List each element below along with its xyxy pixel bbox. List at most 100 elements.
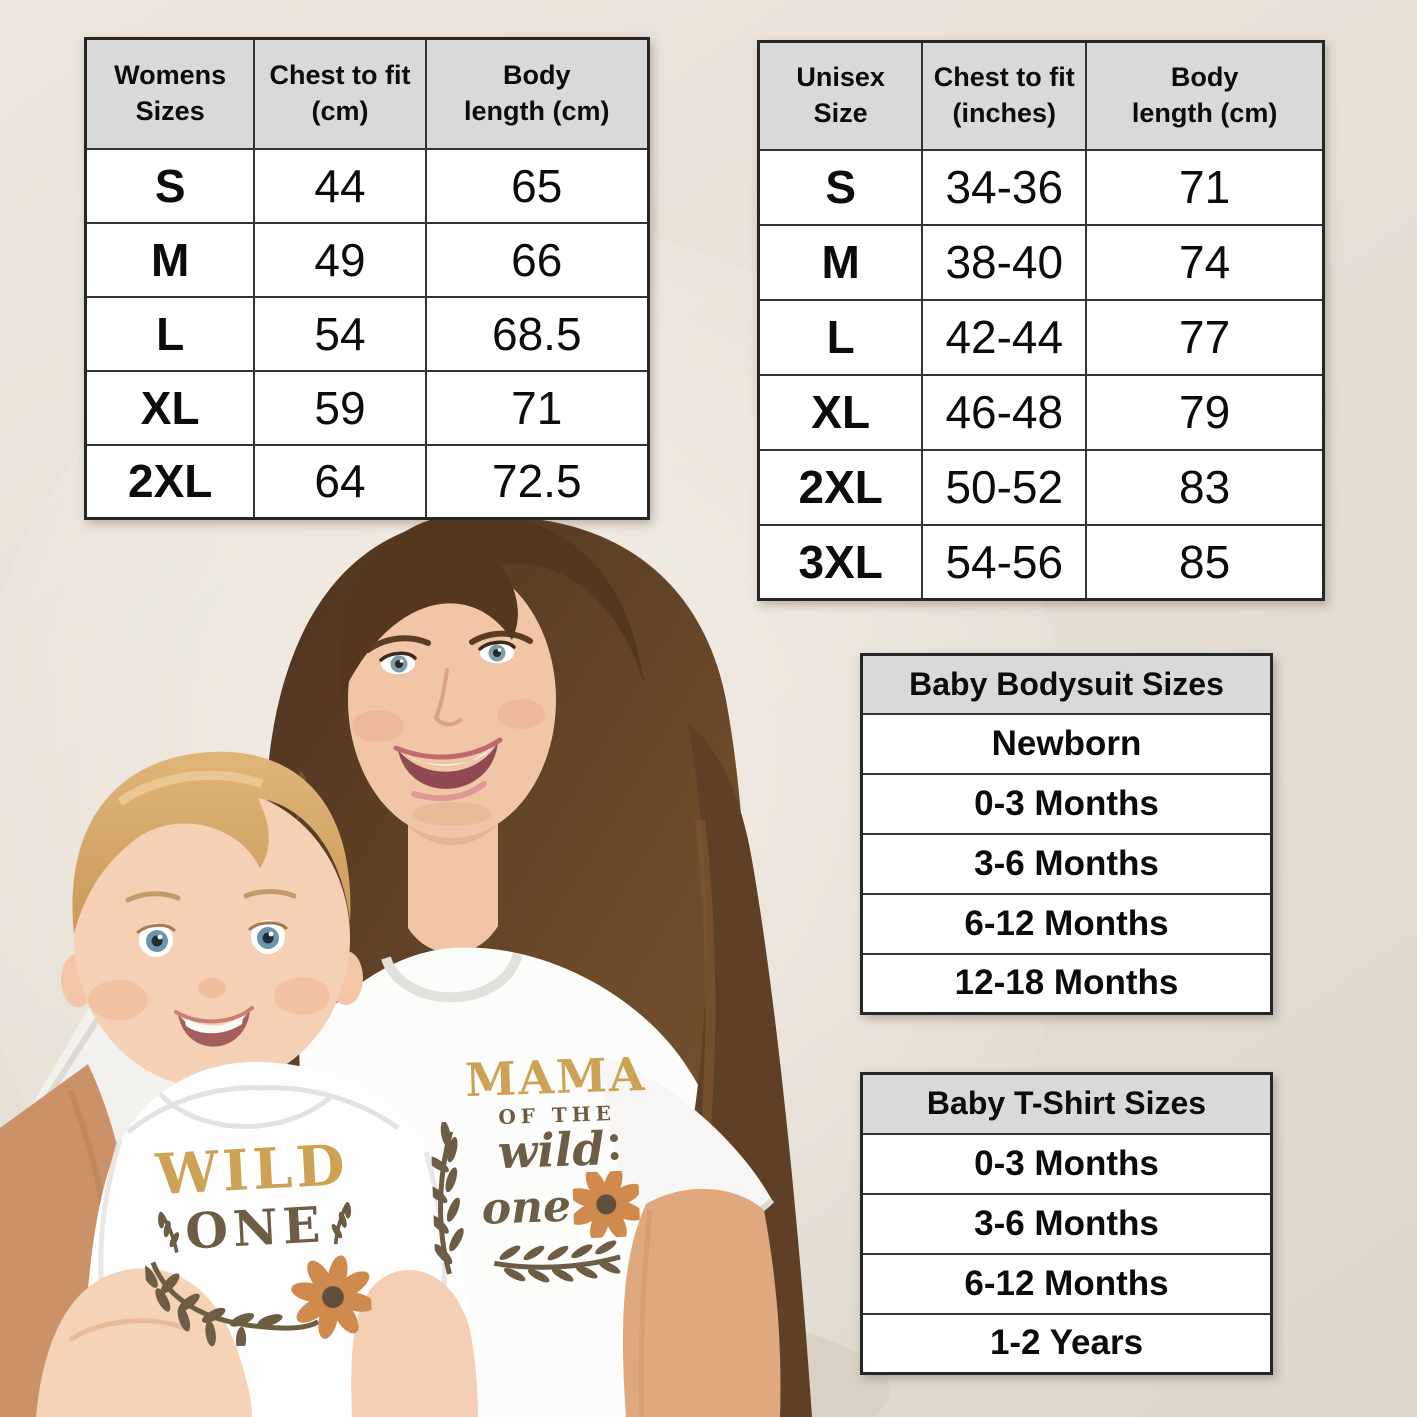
table-row: 3XL 54-56 85 [757, 523, 1325, 601]
table-row: 6-12 Months [860, 892, 1273, 955]
baby-tshirt-sizes-table: Baby T-Shirt Sizes 0-3 Months 3-6 Months… [860, 1072, 1273, 1375]
table-cell: 54-56 [921, 523, 1088, 601]
col-header-unisex-size: Unisex Size [757, 40, 924, 151]
table-cell: 2XL [757, 448, 924, 526]
table-row: 3-6 Months [860, 832, 1273, 895]
mother-face [348, 562, 556, 838]
flower-icon [571, 1170, 641, 1239]
table-cell: M [84, 221, 256, 298]
table-row: M 49 66 [84, 221, 650, 298]
table-cell: XL [757, 373, 924, 451]
col-header-womens-sizes: Womens Sizes [84, 37, 256, 150]
table-row: 12-18 Months [860, 952, 1273, 1015]
table-cell: 50-52 [921, 448, 1088, 526]
table-cell: 1-2 Years [860, 1312, 1273, 1375]
table-cell: 44 [253, 147, 427, 224]
table-cell: 34-36 [921, 148, 1088, 226]
table-cell: 74 [1085, 223, 1325, 301]
table-cell: 71 [1085, 148, 1325, 226]
table-cell: 65 [424, 147, 650, 224]
table-row: 1-2 Years [860, 1312, 1273, 1375]
table-cell: 6-12 Months [860, 1252, 1273, 1315]
table-header-row: Unisex Size Chest to fit (inches) Body leng… [757, 40, 1325, 151]
table-cell: 2XL [84, 443, 256, 520]
table-cell: XL [84, 369, 256, 446]
table-row: 2XL 50-52 83 [757, 448, 1325, 526]
mom-tshirt-print: MAMA OF THE wild one [444, 1046, 674, 1287]
table-cell: 68.5 [424, 295, 650, 372]
baby-face [88, 889, 330, 1047]
table-cell: S [84, 147, 256, 224]
leaf-sprig-icon [156, 1209, 183, 1255]
print-word-mama: MAMA [464, 1046, 648, 1108]
print-word-wild: WILD [154, 1132, 351, 1209]
table-cell: L [757, 298, 924, 376]
table-row: S 44 65 [84, 147, 650, 224]
laurel-branch-and-flower-icon [144, 1247, 374, 1351]
table-cell: 0-3 Months [860, 772, 1273, 835]
table-cell: 38-40 [921, 223, 1088, 301]
table-row: L 54 68.5 [84, 295, 650, 372]
laurel-branch-icon [430, 1121, 470, 1282]
baby-head [74, 788, 350, 1088]
table-cell: 0-3 Months [860, 1132, 1273, 1195]
baby-hair [72, 751, 351, 934]
table-cell: 64 [253, 443, 427, 520]
table-cell: 46-48 [921, 373, 1088, 451]
table-title: Baby Bodysuit Sizes [860, 653, 1273, 715]
table-row: M 38-40 74 [757, 223, 1325, 301]
table-cell: 59 [253, 369, 427, 446]
table-cell: 83 [1085, 448, 1325, 526]
table-cell: 54 [253, 295, 427, 372]
table-cell: Newborn [860, 712, 1273, 775]
table-cell: 6-12 Months [860, 892, 1273, 955]
table-cell: 12-18 Months [860, 952, 1273, 1015]
table-cell: 77 [1085, 298, 1325, 376]
print-word-one: ONE [183, 1195, 327, 1261]
table-row: 2XL 64 72.5 [84, 443, 650, 520]
baby-bodysuit-sizes-table: Baby Bodysuit Sizes Newborn 0-3 Months 3… [860, 653, 1273, 1015]
table-row: 0-3 Months [860, 772, 1273, 835]
table-header-row: Baby T-Shirt Sizes [860, 1072, 1273, 1135]
table-cell: L [84, 295, 256, 372]
table-row: 0-3 Months [860, 1132, 1273, 1195]
table-row: 3-6 Months [860, 1192, 1273, 1255]
baby-arm [36, 1268, 478, 1417]
womens-sizes-table: Womens Sizes Chest to fit (cm) Body length … [84, 37, 650, 520]
print-word-one: one [480, 1180, 572, 1235]
table-row: S 34-36 71 [757, 148, 1325, 226]
table-cell: 71 [424, 369, 650, 446]
table-cell: 85 [1085, 523, 1325, 601]
baby-figure [36, 751, 478, 1417]
table-header-row: Womens Sizes Chest to fit (cm) Body length … [84, 37, 650, 150]
table-cell: 49 [253, 221, 427, 298]
table-row: XL 46-48 79 [757, 373, 1325, 451]
table-cell: S [757, 148, 924, 226]
table-row: L 42-44 77 [757, 298, 1325, 376]
col-header-body-length-cm: Body length (cm) [424, 37, 650, 150]
table-row: Newborn [860, 712, 1273, 775]
table-cell: 42-44 [921, 298, 1088, 376]
laurel-branch-icon [492, 1237, 633, 1286]
leaf-sprig-icon [327, 1200, 355, 1246]
table-cell: 3XL [757, 523, 924, 601]
table-cell: 3-6 Months [860, 1192, 1273, 1255]
mother-arm [600, 1056, 781, 1417]
col-header-chest-to-fit-cm: Chest to fit (cm) [253, 37, 427, 150]
col-header-body-length-cm: Body length (cm) [1085, 40, 1325, 151]
table-title: Baby T-Shirt Sizes [860, 1072, 1273, 1135]
table-row: XL 59 71 [84, 369, 650, 446]
table-cell: 3-6 Months [860, 832, 1273, 895]
table-cell: 66 [424, 221, 650, 298]
table-cell: 72.5 [424, 443, 650, 520]
table-row: 6-12 Months [860, 1252, 1273, 1315]
col-header-chest-to-fit-inches: Chest to fit (inches) [921, 40, 1088, 151]
table-header-row: Baby Bodysuit Sizes [860, 653, 1273, 715]
table-cell: M [757, 223, 924, 301]
baby-bodysuit-print: WILD ONE [135, 1132, 377, 1351]
table-cell: 79 [1085, 373, 1325, 451]
unisex-sizes-table: Unisex Size Chest to fit (inches) Body leng… [757, 40, 1325, 601]
berry-dots-icon [609, 1134, 619, 1161]
print-word-wild: wild [496, 1121, 606, 1180]
